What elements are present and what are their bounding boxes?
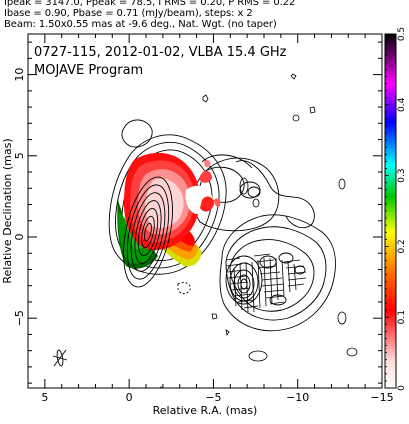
x-tick-label: −5 [205,391,221,404]
image-content [52,73,358,388]
header-line-1: Ipeak = 3147.0, Ppeak = 78.5, I RMS = 0.… [4,0,296,8]
plot-title: 0727-115, 2012-01-02, VLBA 15.4 GHz [34,45,287,60]
header-line-2: Ibase = 0.90, Pbase = 0.71 (mJy/beam), s… [4,8,253,19]
axis-ticks [27,34,383,388]
x-tick-label: 0 [126,391,133,404]
colorbar-tick-label: 0.3 [397,168,407,182]
colorbar-tick-label: 0.2 [397,239,407,253]
x-tick-label: −15 [370,391,393,404]
polarization-vectors [225,253,307,313]
axis-tick-labels: 5 0 −5 −10 −15 10 5 0 −5 [13,68,394,404]
plot-frame [27,33,383,389]
x-axis-label: Relative R.A. (mas) [153,404,258,417]
colorbar-tick-label: 0.4 [397,97,407,112]
colorbar-tick-label: 0.5 [397,27,407,41]
plot-subtitle: MOJAVE Program [34,63,143,78]
colorbar-tick-label: 0 [397,385,407,391]
noise-contours [159,73,358,388]
y-tick-label: −5 [13,310,26,326]
core-contours [108,119,280,295]
y-tick-label: 5 [13,152,26,159]
x-tick-label: −10 [286,391,309,404]
y-tick-label: 0 [13,233,26,240]
colorbar-tick-label: 0.1 [397,310,407,324]
restoring-beam [52,349,68,367]
x-tick-label: 5 [41,391,48,404]
header-line-3: Beam: 1.50x0.55 mas at -9.6 deg., Nat. W… [4,19,277,30]
y-tick-label: 10 [13,68,26,82]
y-axis-label: Relative Declination (mas) [1,138,14,283]
colorbar-ticks: 0 0.1 0.2 0.3 0.4 0.5 [385,27,407,391]
polarization-overlay [117,152,221,269]
core-inner-contours [123,176,173,288]
